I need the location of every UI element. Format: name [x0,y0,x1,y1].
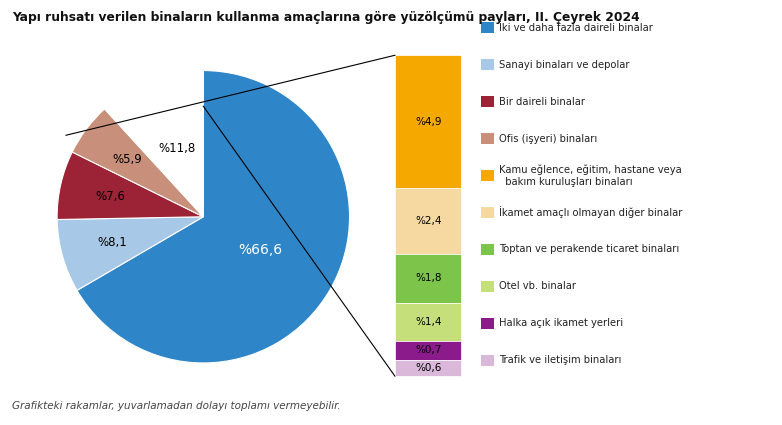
Text: Trafik ve iletişim binaları: Trafik ve iletişim binaları [499,355,621,366]
Text: %66,6: %66,6 [239,243,282,257]
Text: Otel vb. binalar: Otel vb. binalar [499,281,576,292]
Text: %4,9: %4,9 [415,117,441,127]
Text: %11,8: %11,8 [158,142,196,155]
Text: %1,4: %1,4 [415,317,441,327]
Text: %8,1: %8,1 [97,236,127,249]
Text: Grafikteki rakamlar, yuvarlamadan dolayı toplamı vermeyebilir.: Grafikteki rakamlar, yuvarlamadan dolayı… [12,401,340,411]
Wedge shape [57,217,203,290]
Wedge shape [72,109,203,217]
Wedge shape [105,71,203,217]
Text: %5,9: %5,9 [113,153,142,166]
Text: %0,6: %0,6 [415,363,441,373]
Text: İki ve daha fazla daireli binalar: İki ve daha fazla daireli binalar [499,23,653,33]
Text: Sanayi binaları ve depolar: Sanayi binaları ve depolar [499,60,630,70]
Text: Yapı ruhsatı verilen binaların kullanma amaçlarına göre yüzölçümü payları, II. Ç: Yapı ruhsatı verilen binaların kullanma … [12,11,640,24]
Text: %0,7: %0,7 [415,345,441,355]
Text: Kamu eğlence, eğitim, hastane veya
  bakım kuruluşları binaları: Kamu eğlence, eğitim, hastane veya bakım… [499,164,682,187]
Text: Ofis (işyeri) binaları: Ofis (işyeri) binaları [499,133,597,144]
Text: Bir daireli binalar: Bir daireli binalar [499,96,585,107]
Text: %7,6: %7,6 [95,190,126,203]
Wedge shape [77,71,350,363]
Text: İkamet amaçlı olmayan diğer binalar: İkamet amaçlı olmayan diğer binalar [499,207,682,218]
Text: %1,8: %1,8 [415,273,441,283]
Wedge shape [57,152,203,219]
Text: %2,4: %2,4 [415,216,441,226]
Text: Halka açık ikamet yerleri: Halka açık ikamet yerleri [499,318,623,329]
Text: Toptan ve perakende ticaret binaları: Toptan ve perakende ticaret binaları [499,244,679,255]
